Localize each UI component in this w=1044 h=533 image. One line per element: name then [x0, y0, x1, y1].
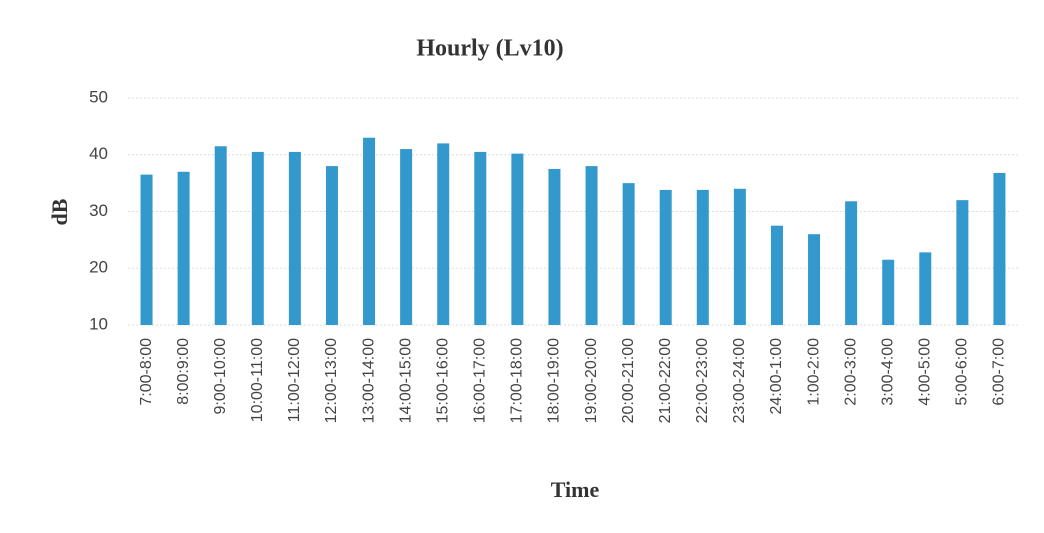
x-tick-label: 20:00-21:00	[620, 338, 637, 424]
chart-title: Hourly (Lv10)	[416, 36, 563, 62]
bar	[882, 259, 895, 325]
bar	[770, 225, 783, 325]
x-tick-label: 24:00-1:00	[768, 338, 785, 415]
y-tick-label: 10	[89, 314, 108, 333]
x-tick-label: 8:00:9:00	[175, 338, 192, 405]
bar	[511, 153, 524, 325]
x-tick-label: 6:00-7:00	[991, 338, 1008, 406]
bar	[622, 183, 635, 325]
x-tick-label: 2:00-3:00	[842, 338, 859, 406]
x-tick-label: 17:00-18:00	[509, 338, 526, 424]
bar	[919, 252, 932, 325]
bar	[400, 149, 413, 325]
bar	[214, 146, 227, 325]
bar	[363, 137, 376, 325]
bar	[585, 166, 598, 325]
x-tick-label: 22:00-23:00	[694, 338, 711, 424]
x-tick-label: 21:00-22:00	[657, 338, 674, 424]
bar	[474, 151, 487, 325]
bar	[993, 172, 1006, 325]
bar	[288, 151, 301, 325]
bar	[251, 151, 264, 325]
y-axis-label: dB	[47, 198, 72, 225]
x-tick-label: 16:00-17:00	[472, 338, 489, 424]
x-tick-label: 9:00-10:00	[212, 338, 229, 415]
x-axis-label: Time	[551, 477, 600, 502]
x-tick-label: 1:00-2:00	[805, 338, 822, 406]
x-tick-label: 19:00-20:00	[583, 338, 600, 424]
bar	[659, 189, 672, 325]
bar	[733, 188, 746, 325]
y-tick-label: 30	[89, 201, 108, 220]
x-tick-label: 23:00-24:00	[731, 338, 748, 424]
bar	[845, 201, 858, 325]
x-tick-label: 14:00-15:00	[397, 338, 414, 424]
x-tick-label: 3:00-4:00	[879, 338, 896, 406]
x-tick-label: 13:00-14:00	[360, 338, 377, 424]
bar	[177, 171, 190, 325]
bar	[808, 234, 821, 325]
bar	[325, 166, 338, 325]
bar	[956, 200, 969, 325]
bar	[548, 168, 561, 325]
bar	[140, 174, 153, 325]
x-tick-label: 7:00-8:00	[138, 338, 155, 406]
x-tick-label: 4:00-5:00	[917, 338, 934, 406]
y-tick-label: 40	[89, 144, 108, 163]
x-tick-label: 15:00-16:00	[434, 338, 451, 424]
bar	[437, 143, 450, 325]
bar	[696, 189, 709, 325]
y-tick-label: 20	[89, 258, 108, 277]
x-tick-label: 10:00-11:00	[249, 338, 266, 422]
x-tick-label: 18:00-19:00	[546, 338, 563, 424]
x-tick-label: 5:00-6:00	[954, 338, 971, 406]
x-tick-label: 11:00-12:00	[286, 338, 303, 422]
y-tick-label: 50	[89, 87, 108, 106]
x-tick-label: 12:00-13:00	[323, 338, 340, 424]
